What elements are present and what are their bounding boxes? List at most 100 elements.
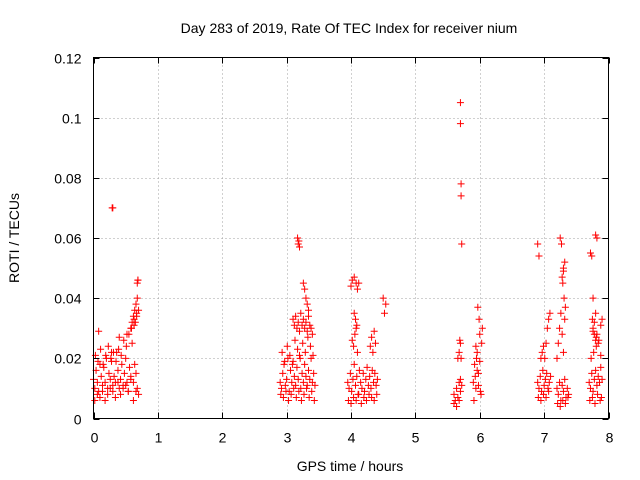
data-point [593, 234, 601, 242]
data-point [369, 348, 377, 356]
data-point [472, 342, 480, 350]
data-point [304, 333, 312, 341]
data-point [108, 348, 116, 356]
data-point [588, 315, 596, 323]
data-point [586, 249, 594, 257]
data-point [118, 360, 126, 368]
data-point [589, 387, 597, 395]
data-point [353, 372, 361, 380]
data-point [120, 336, 128, 344]
data-point [453, 384, 461, 392]
data-point [301, 348, 309, 356]
data-point [542, 393, 550, 401]
data-point [545, 378, 553, 386]
data-point [107, 354, 115, 362]
data-point [564, 393, 572, 401]
data-point [350, 309, 358, 317]
data-point [362, 396, 370, 404]
y-tick-label: 0 [74, 412, 82, 428]
data-point [544, 384, 552, 392]
data-point [96, 393, 104, 401]
data-point [592, 342, 600, 350]
data-point [286, 351, 294, 359]
data-point [129, 396, 137, 404]
data-point [294, 345, 302, 353]
data-point [455, 348, 463, 356]
data-point [455, 396, 463, 404]
data-point [351, 330, 359, 338]
data-point [305, 306, 313, 314]
data-point [355, 390, 363, 398]
y-tick-label: 0.1 [62, 111, 82, 127]
data-point [594, 372, 602, 380]
data-point [361, 387, 369, 395]
data-point [478, 339, 486, 347]
data-point [598, 375, 606, 383]
data-point [281, 357, 289, 365]
data-point [478, 324, 486, 332]
data-point [127, 324, 135, 332]
data-point [538, 348, 546, 356]
data-point [133, 279, 141, 287]
data-point [371, 369, 379, 377]
data-point [293, 363, 301, 371]
y-tick-label: 0.06 [54, 231, 81, 247]
data-point [352, 324, 360, 332]
data-point [289, 357, 297, 365]
data-point [458, 240, 466, 248]
data-point [296, 351, 303, 359]
data-point [292, 312, 300, 320]
data-point [294, 375, 302, 383]
data-point [474, 369, 482, 377]
data-point [597, 351, 605, 359]
data-point [456, 336, 464, 344]
x-tick-label: 5 [412, 430, 420, 446]
data-point [127, 375, 135, 383]
data-point [93, 378, 101, 386]
data-point [471, 360, 479, 368]
data-point [91, 351, 99, 359]
data-point [347, 399, 355, 407]
data-point [286, 366, 294, 374]
data-point [353, 321, 361, 329]
data-point [133, 384, 141, 392]
data-point [534, 240, 542, 248]
data-point [288, 360, 296, 368]
data-point [283, 375, 291, 383]
data-point [590, 375, 598, 383]
data-point [556, 234, 564, 242]
data-point [299, 339, 307, 347]
data-point [473, 354, 481, 362]
data-point [282, 387, 290, 395]
data-point [476, 357, 484, 365]
data-point [109, 387, 117, 395]
data-point [545, 387, 553, 395]
data-point [352, 381, 360, 389]
data-point [474, 381, 482, 389]
data-point [308, 387, 316, 395]
data-point [546, 309, 554, 317]
data-point [350, 342, 358, 350]
data-point [382, 300, 390, 308]
data-point [457, 354, 465, 362]
grid [93, 57, 609, 419]
data-point [540, 381, 548, 389]
data-point [114, 378, 122, 386]
data-point [117, 390, 125, 398]
data-point [302, 294, 310, 302]
data-point [290, 384, 298, 392]
data-point [456, 387, 464, 395]
x-tick-label: 2 [219, 430, 227, 446]
data-point [559, 279, 567, 287]
data-point [561, 399, 569, 407]
data-point [561, 303, 569, 311]
data-point [366, 342, 374, 350]
y-tick-label: 0.02 [54, 351, 81, 367]
data-point [469, 378, 477, 386]
data-point [587, 354, 595, 362]
data-point [471, 372, 479, 380]
data-point [535, 252, 543, 260]
data-point [558, 330, 566, 338]
data-point [111, 393, 119, 401]
